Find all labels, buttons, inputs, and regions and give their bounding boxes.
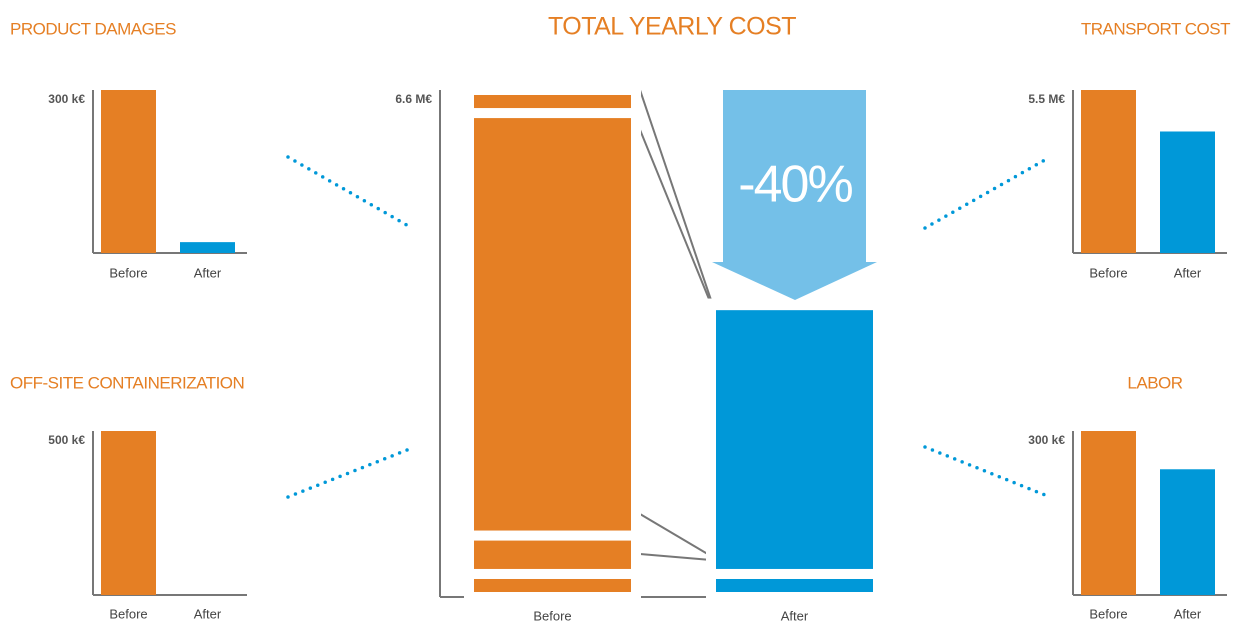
x-tick-label: After — [194, 265, 222, 280]
x-tick-label: After — [1174, 265, 1202, 280]
bar — [1081, 90, 1136, 253]
chart-title: PRODUCT DAMAGES — [10, 19, 176, 38]
bar — [180, 242, 235, 253]
bar — [1160, 469, 1215, 595]
x-tick-label: Before — [1089, 265, 1127, 280]
bar — [1081, 431, 1136, 595]
arrow-head — [712, 262, 877, 300]
x-tick-label: After — [1174, 606, 1202, 621]
x-tick-label: After — [781, 608, 809, 623]
segment-link — [639, 89, 712, 301]
x-tick-label: Before — [1089, 606, 1127, 621]
chart-title: OFF-SITE CONTAINERIZATION — [10, 373, 244, 392]
x-tick-label: Before — [109, 265, 147, 280]
bar — [1160, 131, 1215, 253]
bar-segment — [464, 530, 641, 579]
y-tick-label: 6.6 M€ — [395, 92, 432, 106]
connector-dots — [923, 445, 1052, 499]
bar-segment — [464, 85, 641, 119]
segment-link — [639, 513, 712, 557]
y-tick-label: 300 k€ — [48, 92, 85, 106]
bar-segment — [706, 300, 883, 579]
chart-title: TOTAL YEARLY COST — [548, 13, 796, 41]
y-tick-label: 5.5 M€ — [1028, 92, 1065, 106]
connector-dots — [923, 155, 1052, 230]
reduction-arrow: -40% — [712, 90, 877, 300]
segment-link — [639, 553, 712, 561]
arrow-body — [723, 90, 866, 262]
y-tick-label: 500 k€ — [48, 433, 85, 447]
chart-title: LABOR — [1127, 373, 1182, 392]
connector-dots — [286, 446, 414, 499]
annotation: -40% — [738, 156, 852, 214]
bar — [101, 431, 156, 595]
bar-segment — [464, 108, 641, 541]
y-tick-label: 300 k€ — [1028, 433, 1065, 447]
chart-title: TRANSPORT COST — [1081, 19, 1230, 38]
x-tick-label: After — [194, 606, 222, 621]
x-tick-label: Before — [533, 608, 571, 623]
segment-link — [635, 119, 712, 305]
bar — [101, 90, 156, 253]
connector-dots — [286, 155, 414, 230]
x-tick-label: Before — [109, 606, 147, 621]
bar-segment — [706, 298, 883, 311]
